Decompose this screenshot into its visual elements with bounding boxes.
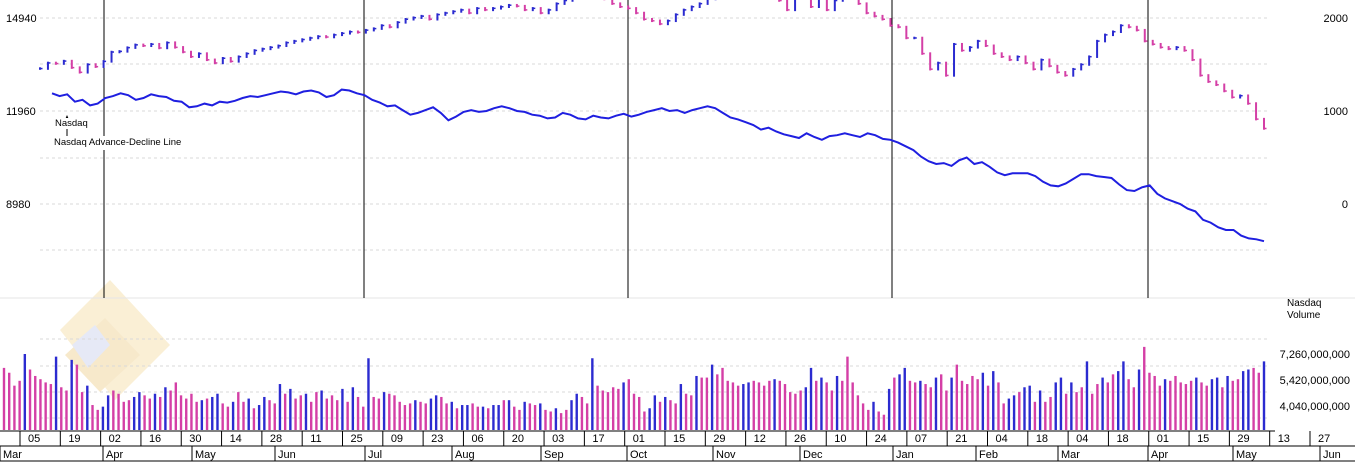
day-label: 20	[512, 433, 524, 445]
day-label: 16	[149, 433, 161, 445]
month-label: Jan	[896, 449, 914, 461]
day-label: 04	[996, 433, 1008, 445]
legend-nasdaq: Nasdaq	[54, 118, 89, 129]
day-label: 28	[270, 433, 282, 445]
day-label: 02	[109, 433, 121, 445]
volume-axis-tick: 4,040,000,000	[1280, 401, 1350, 413]
legend-ad-line: Nasdaq Advance-Decline Line	[50, 136, 209, 150]
volume-title: Nasdaq Volume	[1287, 298, 1321, 322]
day-label: 29	[1237, 433, 1249, 445]
volume-axis-tick: 7,260,000,000	[1280, 349, 1350, 361]
month-label: Apr	[106, 449, 123, 461]
day-label: 04	[1076, 433, 1088, 445]
day-label: 23	[431, 433, 443, 445]
month-label: Dec	[803, 449, 823, 461]
left-axis-tick: 14940	[6, 13, 37, 25]
volume-series	[2, 346, 1266, 430]
nasdaq-series	[39, 0, 1267, 130]
watermark-shape	[72, 325, 110, 368]
day-label: 05	[28, 433, 40, 445]
day-label: 29	[713, 433, 725, 445]
month-label: Feb	[979, 449, 998, 461]
day-label: 27	[1318, 433, 1330, 445]
day-label: 21	[955, 433, 967, 445]
right-axis-tick: 0	[1342, 199, 1348, 211]
volume-title-line1: Nasdaq	[1287, 298, 1322, 309]
day-label: 15	[1197, 433, 1209, 445]
month-label: May	[195, 449, 216, 461]
right-axis-tick: 1000	[1324, 106, 1348, 118]
day-label: 25	[351, 433, 363, 445]
right-axis-tick: 2000	[1324, 13, 1348, 25]
volume-axis-tick: 5,420,000,000	[1280, 375, 1350, 387]
left-axis-tick: 11960	[6, 106, 36, 118]
day-label: 17	[592, 433, 604, 445]
day-label: 18	[1116, 433, 1128, 445]
day-label: 01	[633, 433, 645, 445]
day-label: 30	[189, 433, 201, 445]
ad-line-series	[51, 88, 1265, 243]
day-label: 12	[754, 433, 766, 445]
day-label: 06	[471, 433, 483, 445]
month-label: Aug	[455, 449, 475, 461]
watermark-logo	[60, 280, 170, 400]
day-label: 18	[1036, 433, 1048, 445]
day-label: 24	[875, 433, 887, 445]
month-label: Apr	[1151, 449, 1168, 461]
month-label: May	[1236, 449, 1257, 461]
month-label: Mar	[3, 449, 22, 461]
day-label: 10	[834, 433, 846, 445]
day-label: 26	[794, 433, 806, 445]
month-label: Mar	[1061, 449, 1080, 461]
month-label: Jun	[1323, 449, 1341, 461]
month-label: Sep	[544, 449, 564, 461]
month-label: Jul	[368, 449, 382, 461]
watermark-shape	[60, 280, 170, 400]
day-label: 19	[68, 433, 80, 445]
month-label: Oct	[630, 449, 647, 461]
left-axis-tick: 8980	[6, 199, 30, 211]
day-label: 07	[915, 433, 927, 445]
watermark-shape	[65, 318, 140, 392]
day-label: 03	[552, 433, 564, 445]
day-label: 09	[391, 433, 403, 445]
day-label: 01	[1157, 433, 1169, 445]
day-label: 11	[310, 433, 321, 445]
day-label: 13	[1278, 433, 1290, 445]
day-label: 15	[673, 433, 685, 445]
month-label: Nov	[716, 449, 736, 461]
volume-title-line2: Volume	[1287, 310, 1321, 321]
month-label: Jun	[278, 449, 296, 461]
day-label: 14	[230, 433, 242, 445]
